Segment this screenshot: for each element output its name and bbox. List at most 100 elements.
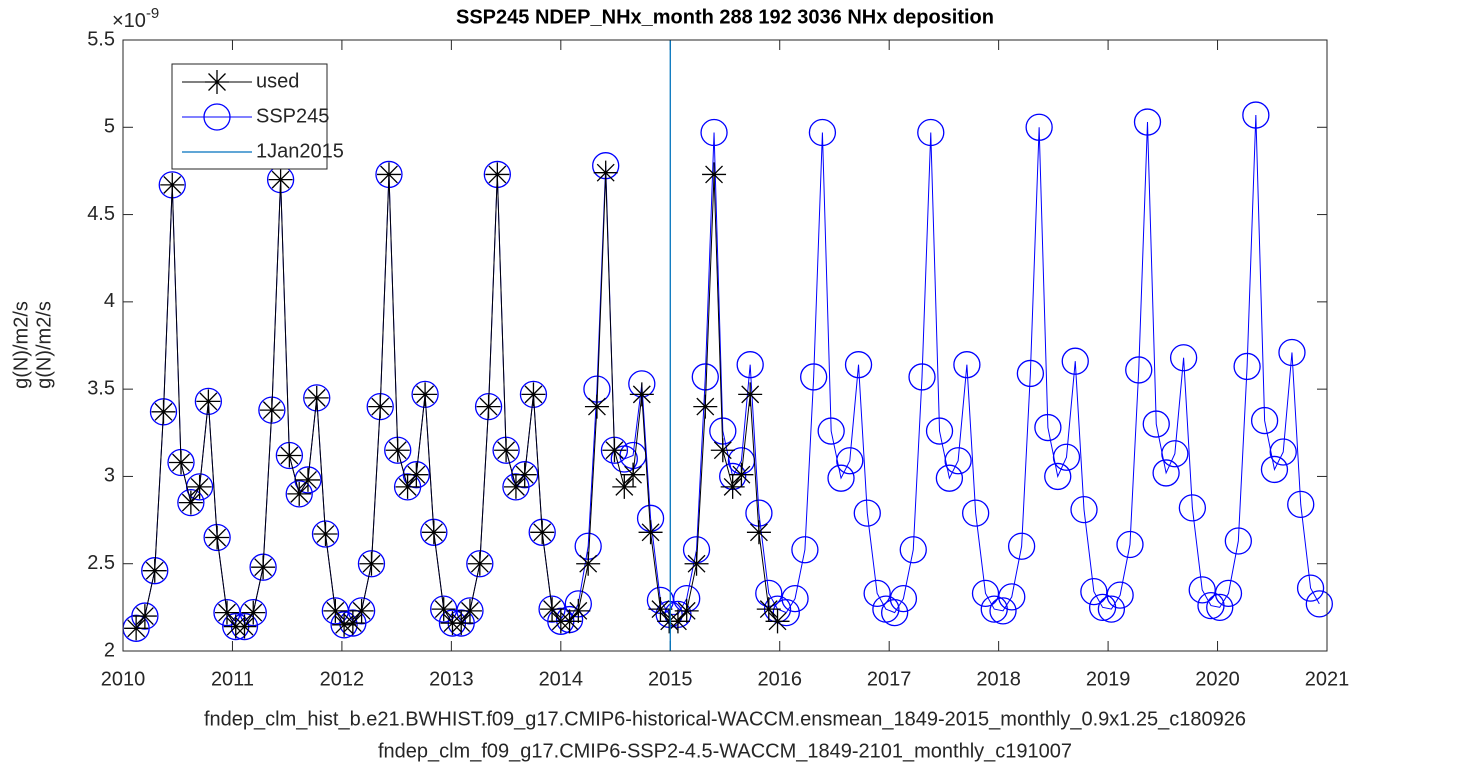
asterisk-marker xyxy=(205,70,229,94)
asterisk-marker xyxy=(457,598,482,623)
circle-marker xyxy=(1034,413,1062,442)
asterisk-marker xyxy=(421,520,446,545)
circle-marker xyxy=(402,461,430,489)
asterisk-marker xyxy=(169,450,194,475)
circle-marker xyxy=(1142,410,1170,438)
asterisk-marker xyxy=(196,389,221,414)
circle-marker xyxy=(1269,438,1297,466)
asterisk-marker xyxy=(602,438,627,463)
circle-marker xyxy=(1287,490,1315,519)
asterisk-marker xyxy=(349,598,374,623)
circle-marker xyxy=(1214,579,1243,608)
x-tick-label: 2012 xyxy=(320,668,365,690)
circle-marker xyxy=(1250,406,1279,435)
asterisk-marker xyxy=(132,604,157,629)
circle-marker xyxy=(519,380,548,409)
circle-marker xyxy=(1152,459,1180,487)
circle-marker xyxy=(466,550,494,578)
circle-marker xyxy=(1125,356,1153,384)
circle-marker xyxy=(989,597,1017,625)
asterisk-marker xyxy=(404,462,429,487)
circle-marker xyxy=(781,584,809,613)
circle-marker xyxy=(935,464,964,492)
x-tick-label: 2015 xyxy=(648,668,693,690)
asterisk-marker xyxy=(368,394,393,419)
circle-marker xyxy=(294,466,322,494)
circle-marker xyxy=(925,417,954,445)
asterisk-marker xyxy=(557,609,582,634)
legend: used SSP245 1Jan2015 xyxy=(171,63,344,170)
y-axis-label: g(N)/m2/s xyxy=(33,301,55,389)
asterisk-marker xyxy=(765,609,790,634)
circle-marker xyxy=(844,351,873,379)
asterisk-marker xyxy=(313,522,338,547)
x-tick-label: 2010 xyxy=(101,668,146,690)
legend-label: 1Jan2015 xyxy=(256,140,344,162)
circle-marker xyxy=(899,536,927,564)
asterisk-marker xyxy=(376,162,401,187)
legend-label: SSP245 xyxy=(256,105,329,127)
y-tick-label: 2.5 xyxy=(87,552,115,574)
x-tick-label: 2019 xyxy=(1086,668,1131,690)
y-tick-label: 4.5 xyxy=(87,203,115,225)
asterisk-marker xyxy=(214,600,239,625)
x-axis-label: fndep_clm_f09_g17.CMIP6-SSP2-4.5-WACCM_1… xyxy=(378,740,1072,762)
asterisk-marker xyxy=(323,598,348,623)
asterisk-marker xyxy=(612,474,637,499)
y-multiplier-base: ×10 xyxy=(112,10,146,32)
circle-marker xyxy=(836,447,864,475)
asterisk-marker xyxy=(674,598,699,623)
y-tick-label: 3.5 xyxy=(87,377,115,399)
asterisk-marker xyxy=(340,611,365,636)
circle-marker xyxy=(1178,494,1207,522)
asterisk-marker xyxy=(665,609,690,634)
asterisk-marker xyxy=(530,520,555,545)
circle-marker xyxy=(528,518,556,546)
asterisk-marker xyxy=(629,382,654,407)
circle-marker xyxy=(1161,440,1189,468)
asterisk-marker xyxy=(621,462,646,487)
circle-marker xyxy=(1007,532,1036,560)
circle-marker xyxy=(1188,576,1216,604)
circle-marker xyxy=(853,499,881,527)
circle-marker xyxy=(962,499,990,527)
asterisk-marker xyxy=(521,382,546,407)
asterisk-marker xyxy=(124,616,149,641)
circle-marker xyxy=(1080,577,1108,606)
y-tick-label: 2 xyxy=(104,639,115,661)
circle-marker xyxy=(1016,359,1045,388)
x-tick-label: 2014 xyxy=(539,668,584,690)
x-tick-label: 2016 xyxy=(757,668,802,690)
asterisk-marker xyxy=(241,600,266,625)
asterisk-marker xyxy=(584,394,609,419)
asterisk-marker xyxy=(702,162,727,187)
asterisk-marker xyxy=(494,438,519,463)
y-tick-label: 4 xyxy=(104,290,115,312)
circle-marker xyxy=(311,520,340,548)
circle-marker xyxy=(881,598,909,627)
circle-marker xyxy=(791,536,819,564)
asterisk-marker xyxy=(684,551,709,576)
asterisk-marker xyxy=(395,474,420,499)
chart-title: SSP245 NDEP_NHx_month 288 192 3036 NHx d… xyxy=(456,6,994,28)
asterisk-marker xyxy=(413,382,438,407)
circle-marker xyxy=(194,387,223,416)
circle-marker xyxy=(889,584,918,613)
circle-marker xyxy=(1052,443,1081,471)
circle-marker xyxy=(303,384,331,412)
circle-marker xyxy=(420,518,448,546)
circle-marker xyxy=(1070,495,1098,524)
asterisk-marker xyxy=(268,167,293,192)
asterisk-marker xyxy=(304,385,329,410)
circle-marker xyxy=(1025,113,1053,141)
y-axis-label: g(N)/m2/s xyxy=(10,301,32,389)
circle-marker xyxy=(700,118,728,147)
circle-marker xyxy=(1106,581,1134,609)
circle-marker xyxy=(691,363,719,391)
axes-box xyxy=(122,39,1328,652)
asterisk-marker xyxy=(467,551,492,576)
asterisk-marker xyxy=(205,525,230,550)
asterisk-marker xyxy=(576,551,601,576)
circle-marker xyxy=(511,461,539,489)
